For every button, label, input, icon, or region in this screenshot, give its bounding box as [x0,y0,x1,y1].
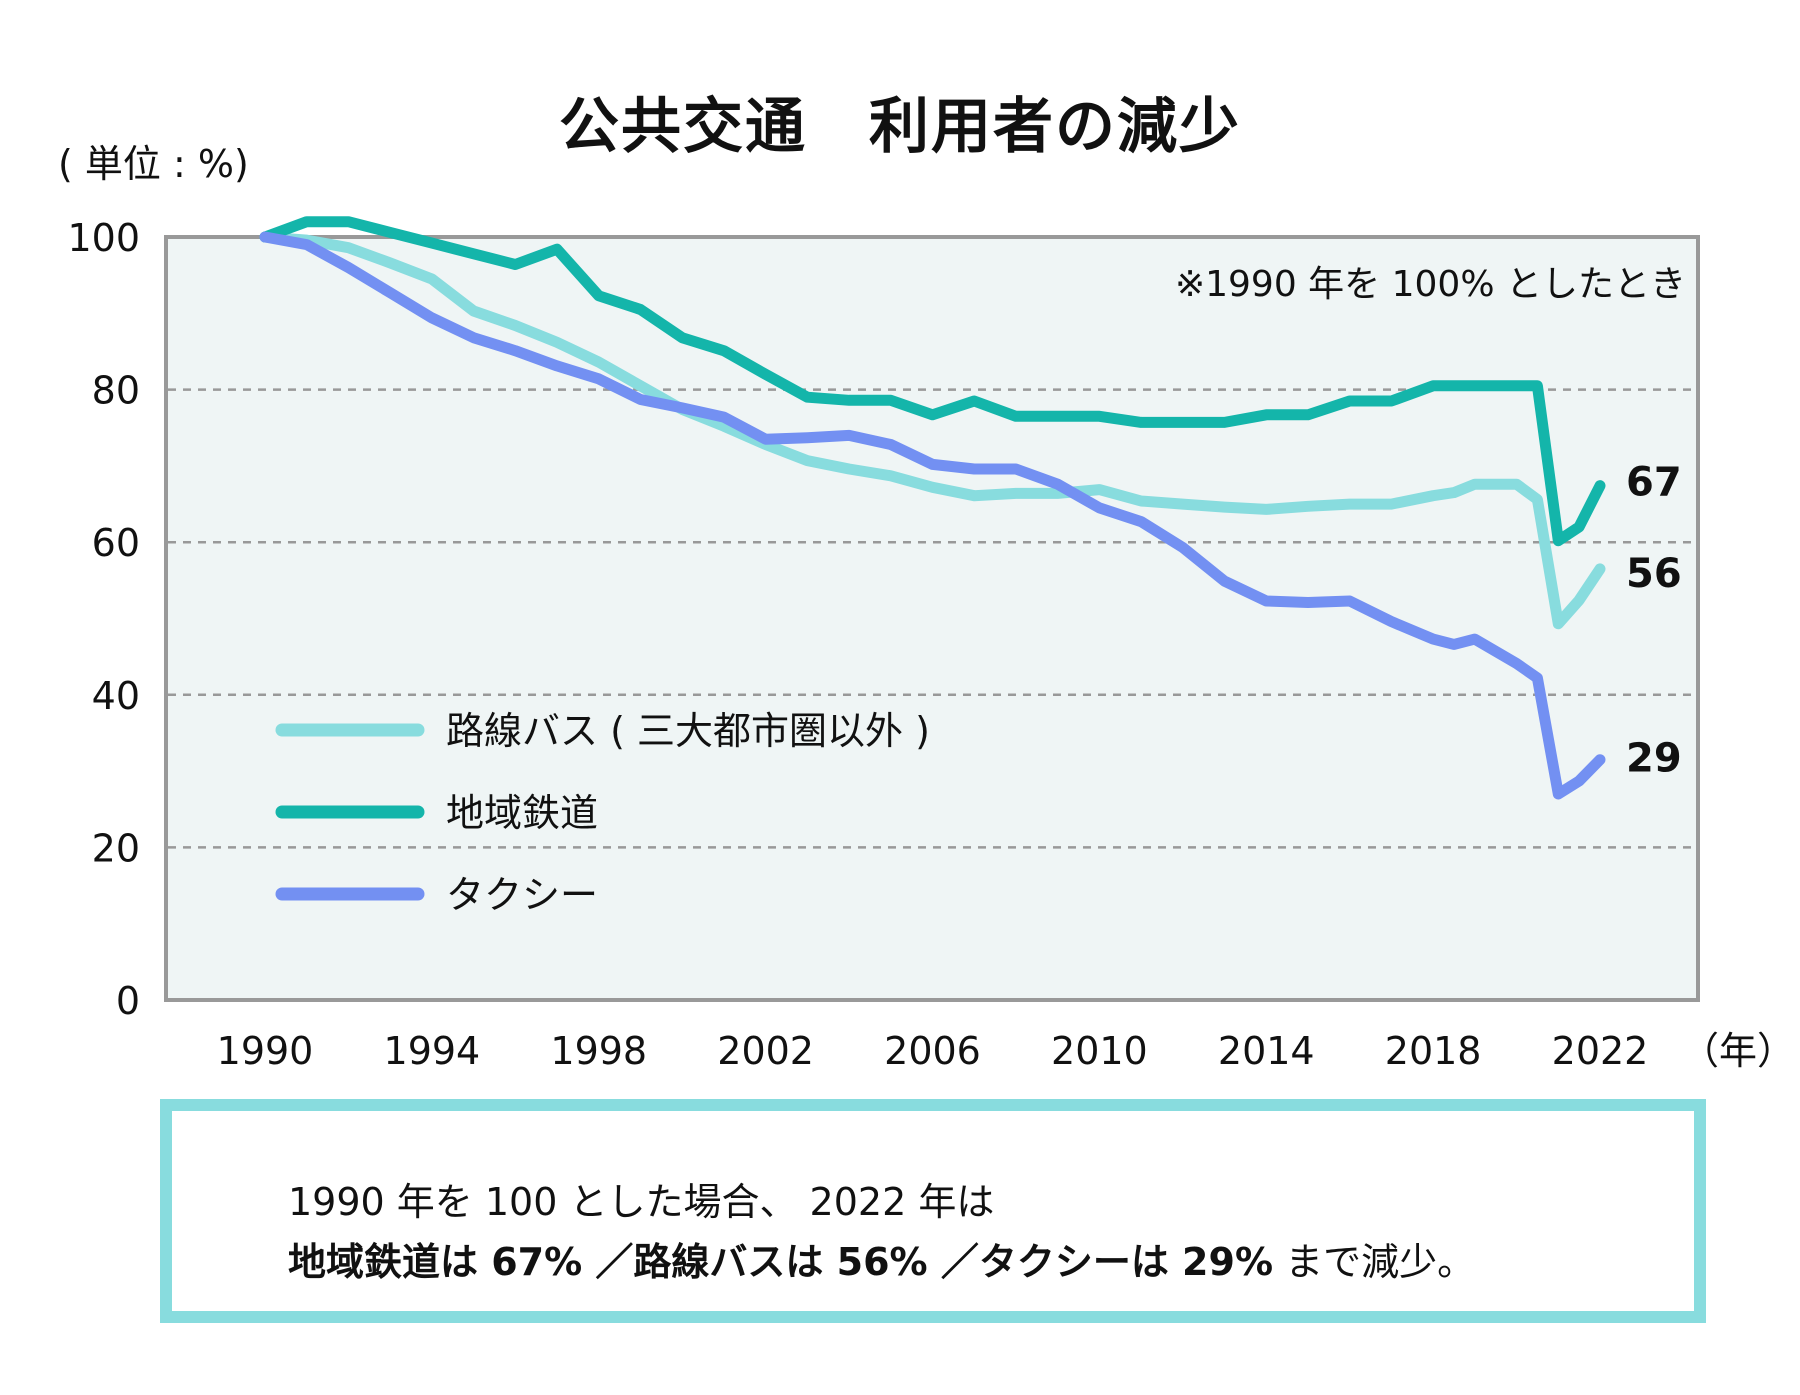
x-tick-label: 2014 [1218,1029,1315,1073]
series-line-rail [259,216,1606,547]
x-axis-label: （年） [1681,1029,1795,1073]
x-tick-label: 2002 [717,1029,814,1073]
series-line-bus [259,231,1606,630]
end-label-rail: 67 [1626,460,1682,506]
x-tick-label: 1994 [384,1029,481,1073]
summary-line-1: 1990 年を 100 とした場合、 2022 年は [288,1180,995,1224]
x-tick-label: 2022 [1552,1029,1649,1073]
x-tick-label: 2010 [1051,1029,1148,1073]
summary-box: 1990 年を 100 とした場合、 2022 年は 地域鉄道は 67% ／路線… [160,1099,1706,1323]
summary-tail: まで減少。 [1273,1240,1476,1284]
series-lines [259,216,1606,800]
end-value-labels: 56 67 29 [1626,460,1682,782]
x-axis-ticks: 1990 1994 1998 2002 2006 2010 2014 2018 2022 [217,1029,1649,1073]
y-tick-label: 40 [92,674,140,718]
line-chart: 0 20 40 60 80 100 1990 1994 1998 2002 2006 2010 201… [67,216,1795,1073]
y-tick-label: 20 [92,826,140,870]
x-tick-label: 2006 [884,1029,981,1073]
legend-label-bus: 路線バス ( 三大都市圏以外 ) [446,709,930,753]
summary-highlight: 地域鉄道は 67% ／路線バスは 56% ／タクシーは 29% [288,1240,1274,1284]
y-tick-label: 60 [92,521,140,565]
y-tick-label: 0 [116,979,140,1023]
end-label-bus: 56 [1626,551,1682,597]
x-tick-label: 1990 [217,1029,314,1073]
y-tick-label: 100 [67,216,140,260]
y-tick-label: 80 [92,369,140,413]
series-line-taxi [259,231,1606,800]
plot-area [164,235,1700,1002]
chart-title: 公共交通 利用者の減少 [559,92,1241,162]
end-label-taxi: 29 [1626,736,1682,782]
summary-line-2: 地域鉄道は 67% ／路線バスは 56% ／タクシーは 29% まで減少。 [288,1231,1475,1286]
legend-label-rail: 地域鉄道 [446,791,598,835]
x-tick-label: 2018 [1385,1029,1482,1073]
x-tick-label: 1998 [550,1029,647,1073]
legend-label-taxi: タクシー [446,873,598,917]
y-axis-unit-label: ( 単位 : %) [58,142,249,186]
y-axis-ticks: 0 20 40 60 80 100 [67,216,140,1023]
baseline-note: ※1990 年を 100% としたとき [1175,264,1686,305]
